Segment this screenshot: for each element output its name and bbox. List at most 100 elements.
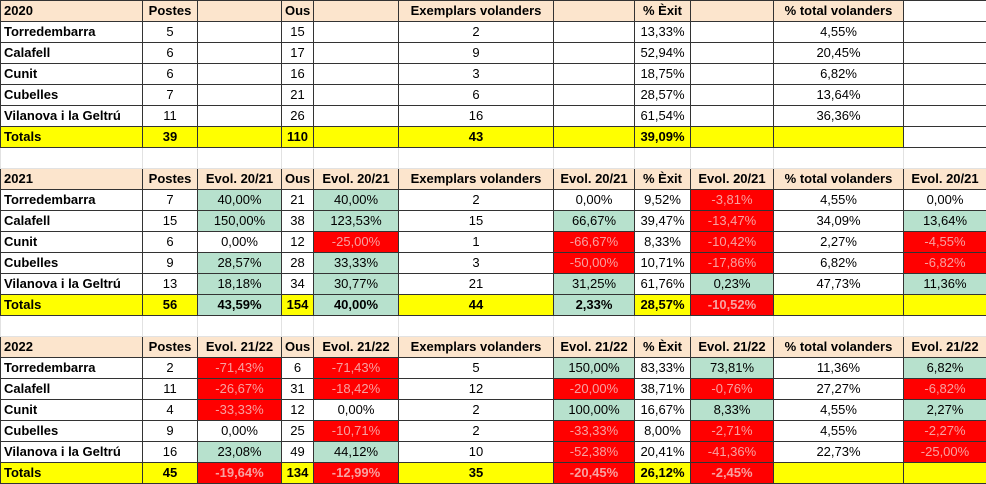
cell: 2,27% xyxy=(904,400,986,421)
row-label: Torredembarra xyxy=(1,22,143,43)
cell: 39 xyxy=(143,127,198,148)
cell: Evol. 21/22 xyxy=(554,337,635,358)
cell: 6,82% xyxy=(774,253,904,274)
row-label: Calafell xyxy=(1,43,143,64)
cell: 17 xyxy=(282,43,314,64)
cell: 0,00% xyxy=(198,232,282,253)
row-label: Cunit xyxy=(1,400,143,421)
cell: Evol. 21/22 xyxy=(314,337,399,358)
row-label: Totals xyxy=(1,463,143,484)
empty-cell xyxy=(314,316,399,337)
cell: Ous xyxy=(282,1,314,22)
cell: 31 xyxy=(282,379,314,400)
cell: -6,82% xyxy=(904,379,986,400)
cell: 40,00% xyxy=(314,190,399,211)
cell: 7 xyxy=(143,190,198,211)
cell: 6 xyxy=(399,85,554,106)
cell xyxy=(554,43,635,64)
cell xyxy=(904,43,986,64)
cell: 44,12% xyxy=(314,442,399,463)
cell: -0,76% xyxy=(691,379,774,400)
empty-cell xyxy=(904,148,986,169)
cell: 49 xyxy=(282,442,314,463)
cell: Exemplars volanders xyxy=(399,337,554,358)
cell: 34 xyxy=(282,274,314,295)
cell: 83,33% xyxy=(635,358,691,379)
empty-cell xyxy=(554,316,635,337)
cell: 31,25% xyxy=(554,274,635,295)
cell xyxy=(314,64,399,85)
empty-cell xyxy=(198,148,282,169)
cell: 134 xyxy=(282,463,314,484)
empty-cell xyxy=(774,148,904,169)
cell: 6 xyxy=(143,64,198,85)
cell: -33,33% xyxy=(198,400,282,421)
cell xyxy=(198,1,282,22)
cell: Ous xyxy=(282,169,314,190)
cell: -19,64% xyxy=(198,463,282,484)
cell: 26,12% xyxy=(635,463,691,484)
cell: 110 xyxy=(282,127,314,148)
cell xyxy=(691,64,774,85)
cell: 52,94% xyxy=(635,43,691,64)
cell: -52,38% xyxy=(554,442,635,463)
cell: % total volanders xyxy=(774,337,904,358)
row-label: Totals xyxy=(1,127,143,148)
cell: Postes xyxy=(143,1,198,22)
cell: -2,27% xyxy=(904,421,986,442)
gap-row xyxy=(1,316,986,337)
cell: % Èxit xyxy=(635,169,691,190)
cell: -71,43% xyxy=(198,358,282,379)
row-label: Vilanova i la Geltrú xyxy=(1,106,143,127)
cell xyxy=(554,64,635,85)
row-label: Totals xyxy=(1,295,143,316)
cell xyxy=(314,43,399,64)
cell: -20,00% xyxy=(554,379,635,400)
cell: 6 xyxy=(282,358,314,379)
cell: 28,57% xyxy=(635,85,691,106)
cell: Ous xyxy=(282,337,314,358)
cell: 9 xyxy=(143,421,198,442)
cell: 28,57% xyxy=(635,295,691,316)
cell: 34,09% xyxy=(774,211,904,232)
cell: 9 xyxy=(399,43,554,64)
cell: Evol. 20/21 xyxy=(554,169,635,190)
cell: -71,43% xyxy=(314,358,399,379)
cell: 2 xyxy=(399,190,554,211)
cell: 3 xyxy=(399,253,554,274)
cell: -2,45% xyxy=(691,463,774,484)
cell: 4 xyxy=(143,400,198,421)
cell: -10,42% xyxy=(691,232,774,253)
cell: -41,36% xyxy=(691,442,774,463)
cell: 30,77% xyxy=(314,274,399,295)
empty-cell xyxy=(774,316,904,337)
cell xyxy=(904,22,986,43)
empty-cell xyxy=(198,316,282,337)
cell xyxy=(691,1,774,22)
cell xyxy=(198,22,282,43)
cell: 43 xyxy=(399,127,554,148)
cell: 10 xyxy=(399,442,554,463)
empty-cell xyxy=(143,148,198,169)
cell: -6,82% xyxy=(904,253,986,274)
cell xyxy=(198,64,282,85)
cell: 12 xyxy=(399,379,554,400)
cell: 11 xyxy=(143,106,198,127)
row-label: 2022 xyxy=(1,337,143,358)
row-label: Cunit xyxy=(1,64,143,85)
cell: 12 xyxy=(282,400,314,421)
cell: Postes xyxy=(143,337,198,358)
cell: 11,36% xyxy=(774,358,904,379)
row-label: Torredembarra xyxy=(1,358,143,379)
cell: Exemplars volanders xyxy=(399,1,554,22)
